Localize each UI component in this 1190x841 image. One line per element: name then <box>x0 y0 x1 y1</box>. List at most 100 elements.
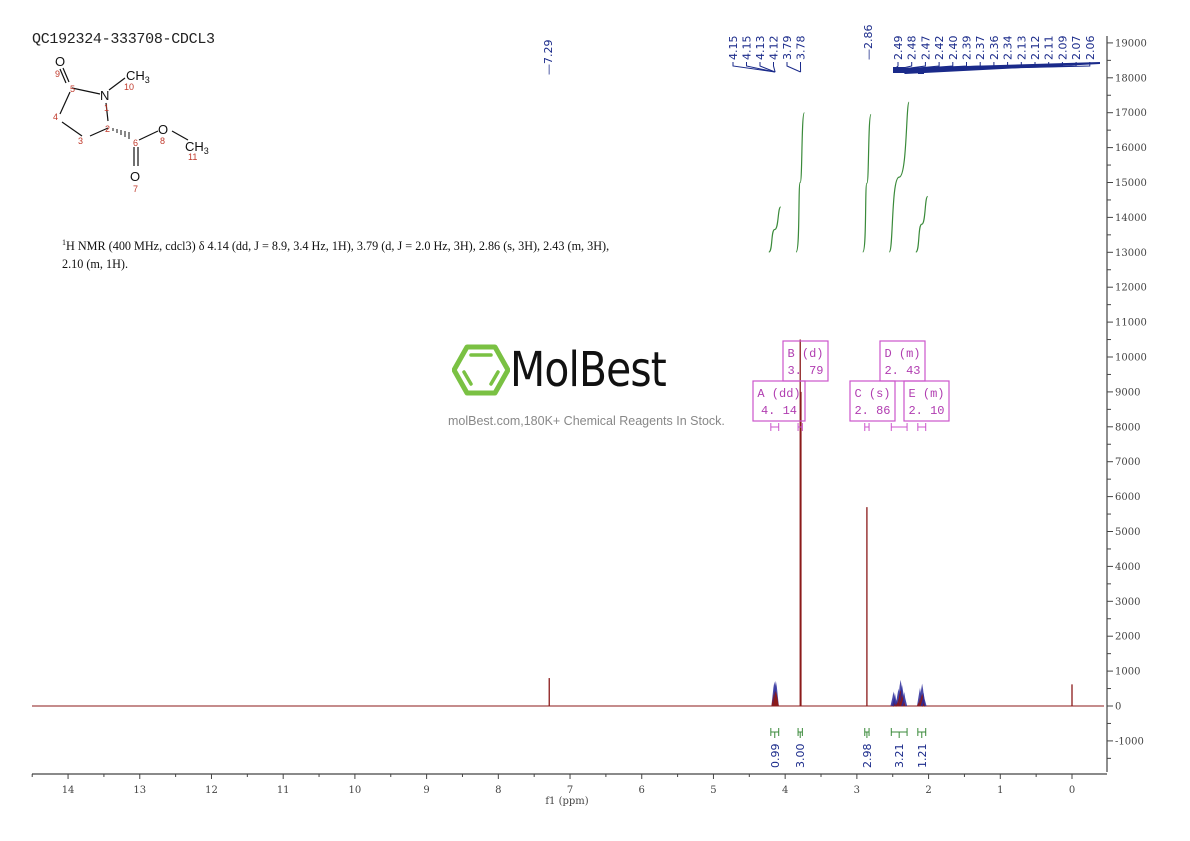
peak-shift-label: 2.39 <box>961 36 974 61</box>
x-tick-label: 8 <box>495 785 501 796</box>
multiplet-box-c <box>849 380 896 422</box>
y-tick-label: 1000 <box>1115 667 1140 678</box>
peak-shift-label: 4.12 <box>768 36 781 61</box>
svg-text:11: 11 <box>188 152 197 162</box>
svg-text:2. 10: 2. 10 <box>908 404 944 418</box>
watermark-brand: MolBest <box>510 342 667 398</box>
x-axis: 14 13 12 11 10 9 8 7 6 5 4 3 2 1 0 <box>31 773 1107 796</box>
svg-text:3. 79: 3. 79 <box>787 364 823 378</box>
multiplet-box-b <box>782 340 829 382</box>
peak-shift-label: 2.37 <box>974 36 987 61</box>
peak-shift-label: —7.29 <box>542 40 555 76</box>
peak-shift-label: 2.13 <box>1015 36 1028 61</box>
y-axis: -1000 0 1000 2000 3000 4000 5000 6000 7000 8000 90… <box>1106 36 1147 772</box>
y-tick-label: 5000 <box>1115 527 1140 538</box>
x-tick-label: 10 <box>349 785 362 796</box>
svg-text:4: 4 <box>53 112 58 122</box>
x-tick-label: 5 <box>710 785 716 796</box>
y-tick-label: 6000 <box>1115 492 1140 503</box>
integral-value: 1.21 <box>916 744 929 769</box>
integral-labels: 0.99 3.00 2.98 3.21 1.21 <box>769 728 929 768</box>
molecule-structure: O CH3 N O CH3 O 9 10 1 5 4 3 2 6 8 11 7 <box>53 54 209 194</box>
peak-shift-label: 2.07 <box>1070 36 1083 61</box>
svg-text:A (dd): A (dd) <box>757 387 800 401</box>
x-tick-label: 2 <box>925 785 931 796</box>
svg-text:8: 8 <box>160 136 165 146</box>
atom-ch3-11: CH3 <box>185 139 209 156</box>
x-tick-label: 13 <box>133 785 146 796</box>
y-tick-label: 14000 <box>1115 213 1147 224</box>
svg-text:5: 5 <box>70 84 75 94</box>
svg-text:2: 2 <box>105 124 110 134</box>
y-tick-label: 8000 <box>1115 422 1140 433</box>
y-tick-label: 4000 <box>1115 562 1140 573</box>
x-tick-label: 3 <box>854 785 860 796</box>
atom-o8: O <box>158 122 168 137</box>
peak-shift-label: 2.36 <box>988 36 1001 61</box>
x-tick-label: 6 <box>639 785 645 796</box>
y-tick-label: 11000 <box>1115 318 1147 329</box>
peak-shift-label: 4.13 <box>754 36 767 61</box>
peak-labels: —7.29 4.15 4.15 4.13 4.12 3.79 3.78 —2.86 2.49 2.… <box>542 25 1100 76</box>
svg-text:D (m): D (m) <box>884 347 920 361</box>
svg-text:9: 9 <box>55 69 60 79</box>
svg-text:E (m): E (m) <box>908 387 944 401</box>
peak-shift-label: —2.86 <box>862 25 875 61</box>
peak-shift-label: 2.40 <box>947 36 960 61</box>
multiplet-boxes: A (dd) 4. 14 B (d) 3. 79 C (s) 2. 86 D (m) 2. 4… <box>752 340 950 431</box>
atom-o9: O <box>55 54 65 69</box>
y-tick-label: 17000 <box>1115 108 1147 119</box>
integral-value: 2.98 <box>861 744 874 769</box>
peak-shift-label: 2.12 <box>1029 36 1042 61</box>
peak-shift-label: 4.15 <box>741 36 754 61</box>
peak-shift-label: 2.06 <box>1084 36 1097 61</box>
peak-shift-label: 3.79 <box>781 36 794 61</box>
nmr-description: 1H NMR (400 MHz, cdcl3) δ 4.14 (dd, J = … <box>62 238 610 272</box>
peak-shift-label: 3.78 <box>795 36 808 61</box>
y-tick-label: 3000 <box>1115 597 1140 608</box>
y-tick-label: 18000 <box>1115 73 1147 84</box>
watermark-tagline: molBest.com,180K+ Chemical Reagents In S… <box>448 414 725 428</box>
y-tick-label: 9000 <box>1115 387 1140 398</box>
peak-shift-label: 2.42 <box>933 36 946 61</box>
x-tick-label: 9 <box>423 785 429 796</box>
svg-text:1: 1 <box>104 103 109 113</box>
peak-shift-label: 2.34 <box>1002 36 1015 61</box>
atom-n1: N <box>100 88 109 103</box>
svg-text:C (s): C (s) <box>854 387 890 401</box>
multiplet-box-e <box>903 380 950 422</box>
x-tick-label: 11 <box>277 785 290 796</box>
svg-text:3: 3 <box>78 136 83 146</box>
x-tick-label: 4 <box>782 785 788 796</box>
x-tick-label: 1 <box>997 785 1003 796</box>
y-tick-label: 7000 <box>1115 457 1140 468</box>
peak-shift-label: 2.09 <box>1056 36 1069 61</box>
x-tick-label: 7 <box>567 785 573 796</box>
svg-text:6: 6 <box>133 138 138 148</box>
peak-shift-label: 4.15 <box>727 36 740 61</box>
y-tick-label: 10000 <box>1115 353 1147 364</box>
sample-id-title: QC192324-333708-CDCL3 <box>32 31 215 48</box>
x-tick-label: 12 <box>205 785 218 796</box>
svg-text:10: 10 <box>124 82 134 92</box>
integral-value: 3.21 <box>893 744 906 769</box>
peak-shift-label: 2.47 <box>919 36 932 61</box>
peak-shift-label: 2.11 <box>1043 36 1056 61</box>
y-tick-label: 15000 <box>1115 178 1147 189</box>
y-tick-label: 13000 <box>1115 248 1147 259</box>
svg-text:7: 7 <box>133 184 138 194</box>
atom-o7: O <box>130 169 140 184</box>
svg-text:4. 14: 4. 14 <box>761 404 797 418</box>
x-tick-label: 14 <box>62 785 75 796</box>
multiplet-box-d <box>879 340 926 382</box>
benzene-logo-icon <box>452 344 510 396</box>
y-tick-label: -1000 <box>1115 736 1144 747</box>
svg-text:2. 86: 2. 86 <box>854 404 890 418</box>
peak-shift-label: 2.49 <box>892 36 905 61</box>
svg-text:B (d): B (d) <box>787 347 823 361</box>
y-tick-label: 2000 <box>1115 632 1140 643</box>
x-axis-title: f1 (ppm) <box>545 796 588 807</box>
x-tick-label: 0 <box>1069 785 1075 796</box>
integral-value: 0.99 <box>769 744 782 769</box>
multiplet-box-a <box>752 380 806 422</box>
